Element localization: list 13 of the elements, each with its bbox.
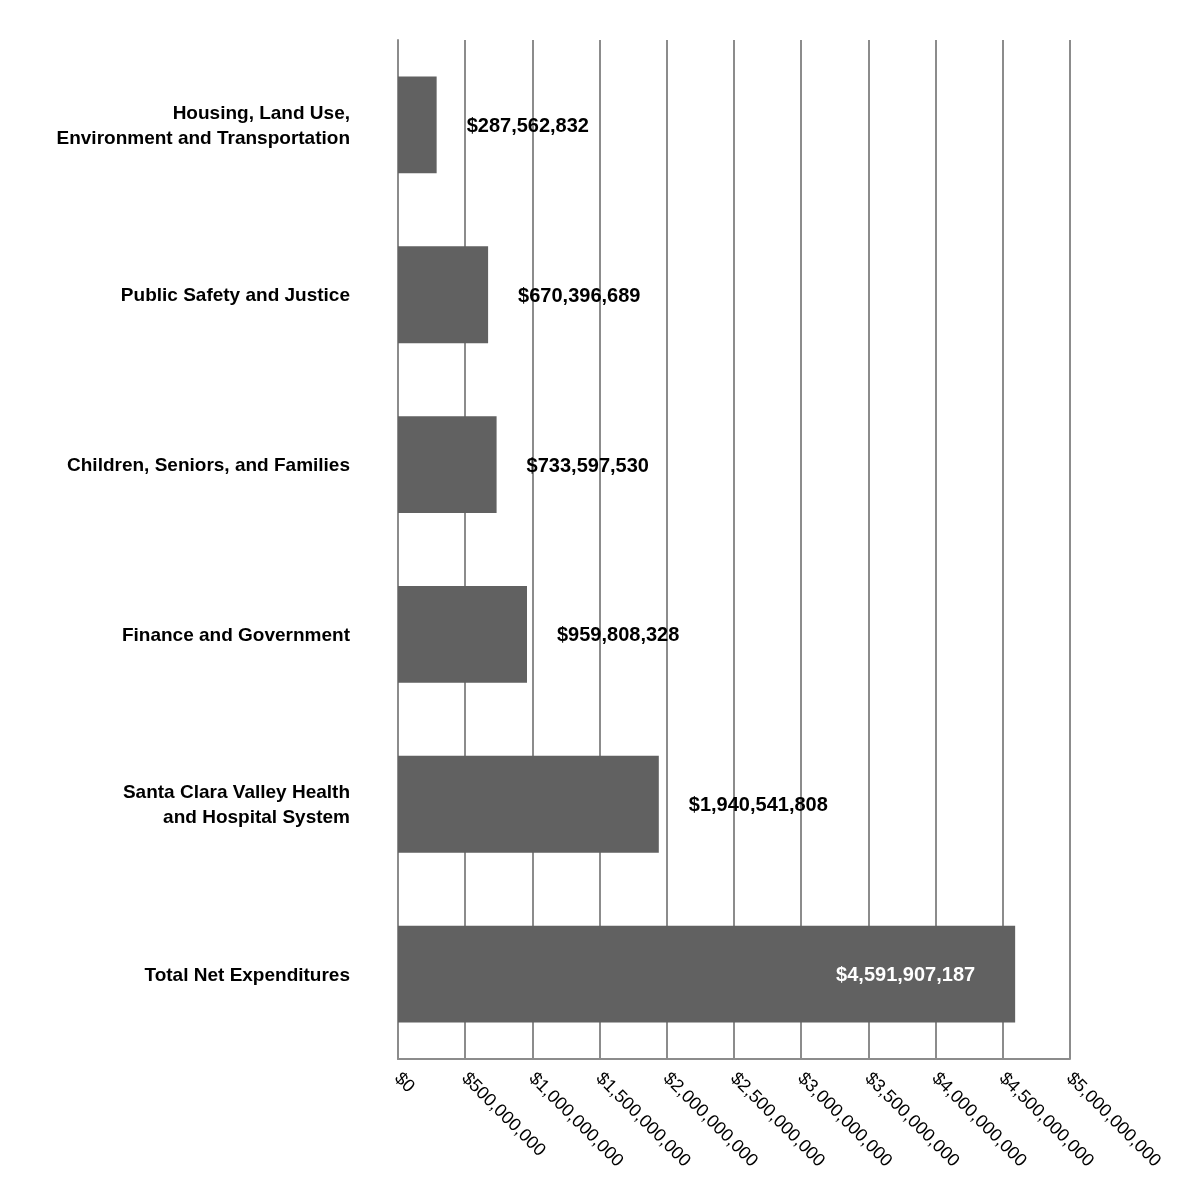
y-tick-label: Housing, Land Use, Environment and Transportation [56,101,350,148]
x-tick-label: $0 [390,1067,420,1097]
data-label: $287,562,832 [466,113,589,136]
data-label: $670,396,689 [518,283,641,306]
data-label: $733,597,530 [526,453,649,476]
y-tick-label: Santa Clara Valley Health and Hospital System [122,781,350,828]
y-tick-label: Finance and Government [121,623,351,645]
y-tick-label: Total Net Expenditures [144,963,350,985]
data-label: $959,808,328 [557,623,680,646]
y-tick-label: Public Safety and Justice [120,284,350,306]
data-label: $1,940,541,808 [688,793,828,816]
data-label: $4,591,907,187 [836,963,976,986]
y-tick-label: Children, Seniors, and Families [67,454,350,476]
